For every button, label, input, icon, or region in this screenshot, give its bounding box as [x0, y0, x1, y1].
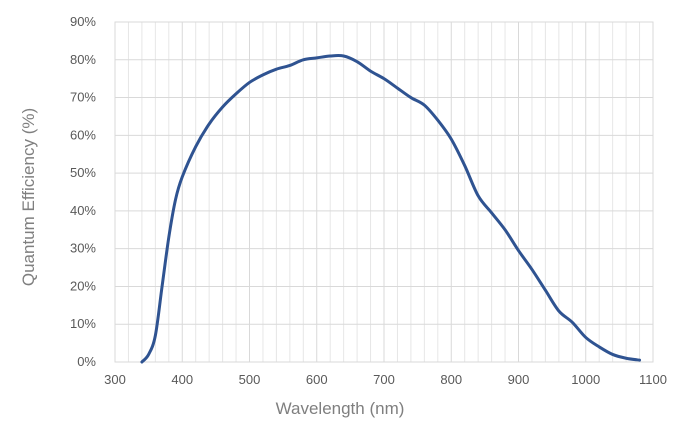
y-tick-label: 50%: [70, 165, 96, 180]
x-tick-label: 900: [508, 372, 530, 387]
qe-series-line: [140, 54, 642, 364]
y-tick-label: 0%: [77, 354, 96, 369]
plot-frame: [114, 21, 654, 363]
series-group: [140, 54, 642, 364]
x-tick-label: 600: [306, 372, 328, 387]
y-tick-label: 10%: [70, 316, 96, 331]
x-tick-label: 800: [440, 372, 462, 387]
grid: [114, 21, 654, 363]
y-tick-label: 70%: [70, 90, 96, 105]
x-tick-label: 400: [171, 372, 193, 387]
x-tick-label: 300: [104, 372, 126, 387]
x-tick-label: 700: [373, 372, 395, 387]
x-axis-title: Wavelength (nm): [276, 399, 405, 418]
x-tick-label: 500: [239, 372, 261, 387]
y-tick-label: 40%: [70, 203, 96, 218]
y-axis-ticks: 0% 10% 20% 30% 40% 50% 60% 70% 80% 90%: [70, 14, 96, 369]
y-tick-label: 60%: [70, 127, 96, 142]
x-tick-label: 1000: [571, 372, 600, 387]
y-tick-label: 80%: [70, 52, 96, 67]
y-axis-title: Quantum Efficiency (%): [19, 108, 38, 286]
y-tick-label: 30%: [70, 241, 96, 256]
x-tick-label: 1100: [639, 372, 667, 387]
y-tick-label: 20%: [70, 278, 96, 293]
y-tick-label: 90%: [70, 14, 96, 29]
x-axis-ticks: 300 400 500 600 700 800 900 1000 1100: [104, 372, 667, 387]
